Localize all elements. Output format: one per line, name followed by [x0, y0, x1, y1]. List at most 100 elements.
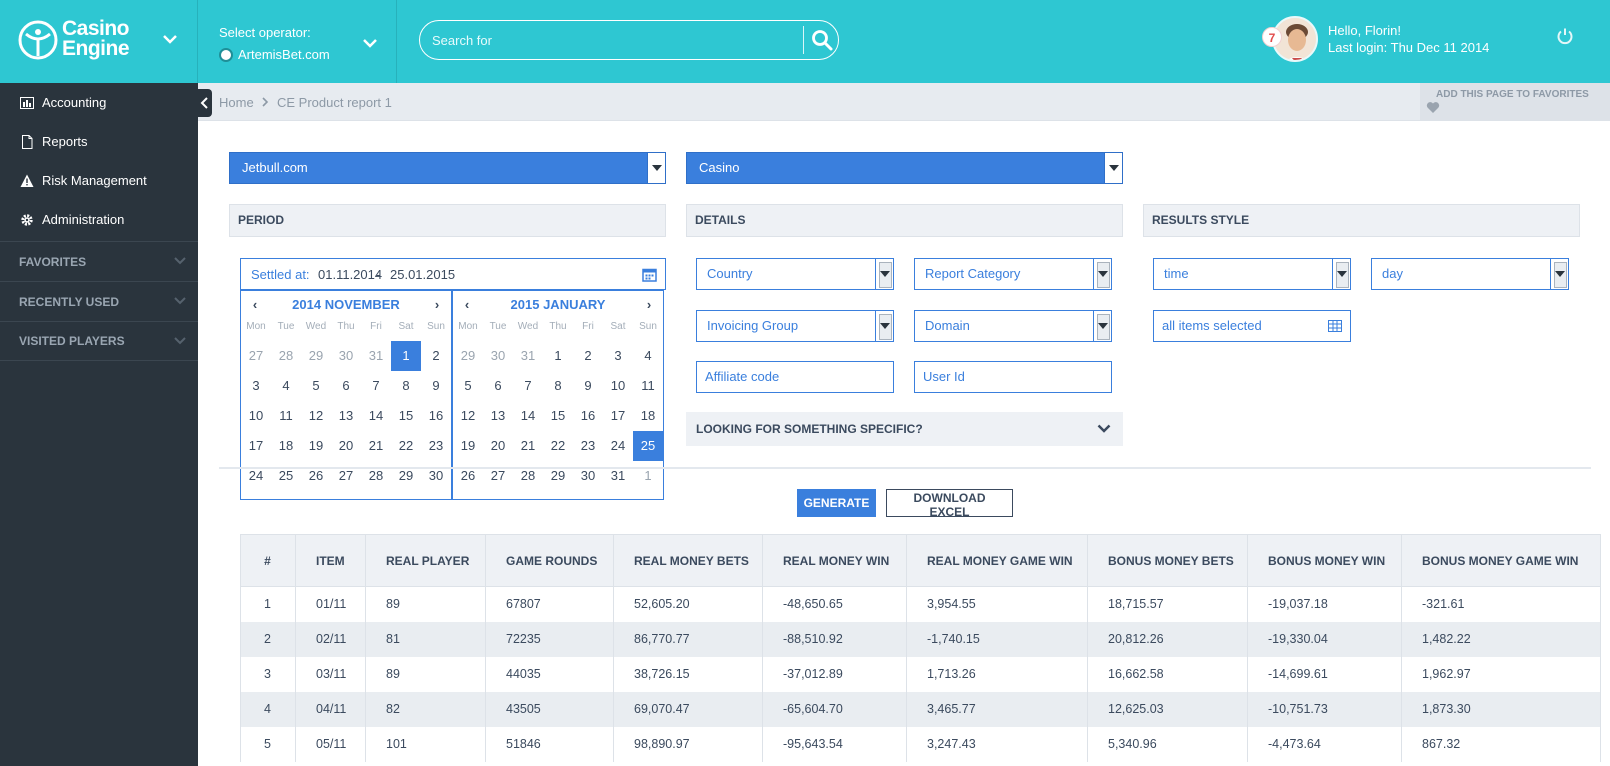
- calendar-day[interactable]: 13: [490, 408, 506, 423]
- calendar-day[interactable]: 12: [460, 408, 476, 423]
- calendar-day[interactable]: 24: [610, 438, 626, 453]
- calendar-day[interactable]: 27: [338, 468, 354, 483]
- calendar-day[interactable]: 5: [312, 378, 320, 393]
- calendar-day[interactable]: 3: [614, 348, 622, 363]
- calendar-day[interactable]: 16: [428, 408, 444, 423]
- sidebar-section-recently-used[interactable]: RECENTLY USED: [0, 281, 198, 321]
- calendar-day[interactable]: 27: [490, 468, 506, 483]
- calendar-day[interactable]: 10: [248, 408, 264, 423]
- affiliate-code-input[interactable]: Affiliate code: [696, 361, 894, 393]
- column-header[interactable]: BONUS MONEY BETS: [1087, 534, 1248, 587]
- calendar-day[interactable]: 29: [460, 348, 476, 363]
- column-header[interactable]: REAL MONEY BETS: [613, 534, 763, 587]
- calendar-day[interactable]: 1: [554, 348, 562, 363]
- calendar-day[interactable]: 6: [494, 378, 502, 393]
- calendar-day[interactable]: 28: [278, 348, 294, 363]
- generate-button[interactable]: GENERATE: [797, 489, 876, 517]
- calendar-day[interactable]: 7: [524, 378, 532, 393]
- calendar-day[interactable]: 23: [428, 438, 444, 453]
- calendar-day[interactable]: 1: [391, 341, 421, 371]
- calendar-day[interactable]: 17: [610, 408, 626, 423]
- domain-select[interactable]: Domain: [914, 310, 1112, 342]
- calendar-day[interactable]: 26: [308, 468, 324, 483]
- calendar-day[interactable]: 28: [368, 468, 384, 483]
- product-select[interactable]: Casino: [686, 152, 1123, 184]
- calendar-day[interactable]: 4: [644, 348, 652, 363]
- calendar-next-button[interactable]: ›: [434, 297, 440, 312]
- heart-icon[interactable]: [1426, 101, 1440, 114]
- calendar-day[interactable]: 30: [428, 468, 444, 483]
- calendar-day[interactable]: 18: [640, 408, 656, 423]
- calendar-day[interactable]: 20: [490, 438, 506, 453]
- calendar-next-button[interactable]: ›: [646, 297, 652, 312]
- calendar-day[interactable]: 30: [338, 348, 354, 363]
- calendar-day[interactable]: 9: [432, 378, 440, 393]
- calendar-day[interactable]: 21: [520, 438, 536, 453]
- day-select[interactable]: day: [1371, 258, 1569, 290]
- breadcrumb-home[interactable]: Home: [219, 95, 254, 110]
- sidebar-item-accounting[interactable]: Accounting: [0, 83, 198, 122]
- search-icon[interactable]: [810, 28, 834, 52]
- column-header[interactable]: ITEM: [295, 534, 366, 587]
- avatar[interactable]: [1272, 16, 1318, 62]
- calendar-day[interactable]: 5: [464, 378, 472, 393]
- calendar-day[interactable]: 20: [338, 438, 354, 453]
- looking-for-specific-toggle[interactable]: LOOKING FOR SOMETHING SPECIFIC?: [686, 412, 1123, 446]
- calendar-day[interactable]: 21: [368, 438, 384, 453]
- column-header[interactable]: REAL MONEY GAME WIN: [906, 534, 1088, 587]
- table-row[interactable]: 3 03/11 89 44035 38,726.15 -37,012.89 1,713.26…: [240, 656, 1601, 692]
- invoicing-group-select[interactable]: Invoicing Group: [696, 310, 894, 342]
- operator-selector[interactable]: Select operator: ArtemisBet.com: [199, 0, 397, 83]
- calendar-day[interactable]: 28: [520, 468, 536, 483]
- table-row[interactable]: 2 02/11 81 72235 86,770.77 -88,510.92 -1,740.1…: [240, 621, 1601, 657]
- calendar-icon[interactable]: [642, 267, 657, 282]
- calendar-prev-button[interactable]: ‹: [464, 297, 470, 312]
- calendar-day[interactable]: 11: [279, 408, 293, 423]
- calendar-day[interactable]: 11: [641, 378, 655, 393]
- power-icon[interactable]: [1556, 27, 1574, 45]
- calendar-day[interactable]: 25: [278, 468, 294, 483]
- calendar-day[interactable]: 22: [398, 438, 414, 453]
- calendar-day[interactable]: 30: [580, 468, 596, 483]
- calendar-day[interactable]: 23: [580, 438, 596, 453]
- calendar-day[interactable]: 31: [610, 468, 626, 483]
- calendar-day[interactable]: 24: [248, 468, 264, 483]
- column-header[interactable]: BONUS MONEY WIN: [1247, 534, 1402, 587]
- calendar-day[interactable]: 27: [248, 348, 264, 363]
- site-select[interactable]: Jetbull.com: [229, 152, 666, 184]
- add-to-favorites[interactable]: ADD THIS PAGE TO FAVORITES: [1420, 83, 1610, 121]
- calendar-day[interactable]: 15: [550, 408, 566, 423]
- calendar-day[interactable]: 18: [278, 438, 294, 453]
- calendar-day[interactable]: 9: [584, 378, 592, 393]
- operator-value[interactable]: ArtemisBet.com: [219, 47, 330, 62]
- sidebar-item-risk-management[interactable]: Risk Management: [0, 161, 198, 200]
- calendar-day[interactable]: 17: [248, 438, 264, 453]
- time-select[interactable]: time: [1153, 258, 1351, 290]
- calendar-day[interactable]: 8: [402, 378, 410, 393]
- table-row[interactable]: 1 01/11 89 67807 52,605.20 -48,650.65 3,954.55…: [240, 586, 1601, 622]
- calendar-day[interactable]: 29: [308, 348, 324, 363]
- column-header[interactable]: GAME ROUNDS: [485, 534, 614, 587]
- calendar-day[interactable]: 15: [398, 408, 414, 423]
- table-row[interactable]: 5 05/11 101 51846 98,890.97 -95,643.54 3,247.4…: [240, 726, 1601, 762]
- calendar-day[interactable]: 2: [432, 348, 440, 363]
- sidebar-item-administration[interactable]: Administration: [0, 200, 198, 239]
- country-select[interactable]: Country: [696, 258, 894, 290]
- download-excel-button[interactable]: DOWNLOAD EXCEL: [886, 489, 1013, 519]
- column-header[interactable]: REAL PLAYER: [365, 534, 486, 587]
- calendar-day[interactable]: 13: [338, 408, 354, 423]
- report-category-select[interactable]: Report Category: [914, 258, 1112, 290]
- calendar-day[interactable]: 29: [398, 468, 414, 483]
- chevron-down-icon[interactable]: [362, 38, 378, 48]
- chevron-down-icon[interactable]: [162, 34, 178, 44]
- calendar-day[interactable]: 14: [368, 408, 384, 423]
- column-header[interactable]: REAL MONEY WIN: [762, 534, 907, 587]
- calendar-day[interactable]: 1: [644, 468, 652, 483]
- sidebar-collapse-toggle[interactable]: [198, 89, 212, 117]
- calendar-day[interactable]: 29: [550, 468, 566, 483]
- notification-badge[interactable]: 7: [1262, 27, 1282, 47]
- calendar-day[interactable]: 4: [282, 378, 290, 393]
- calendar-day[interactable]: 22: [550, 438, 566, 453]
- calendar-day[interactable]: 25: [633, 431, 663, 461]
- calendar-day[interactable]: 16: [580, 408, 596, 423]
